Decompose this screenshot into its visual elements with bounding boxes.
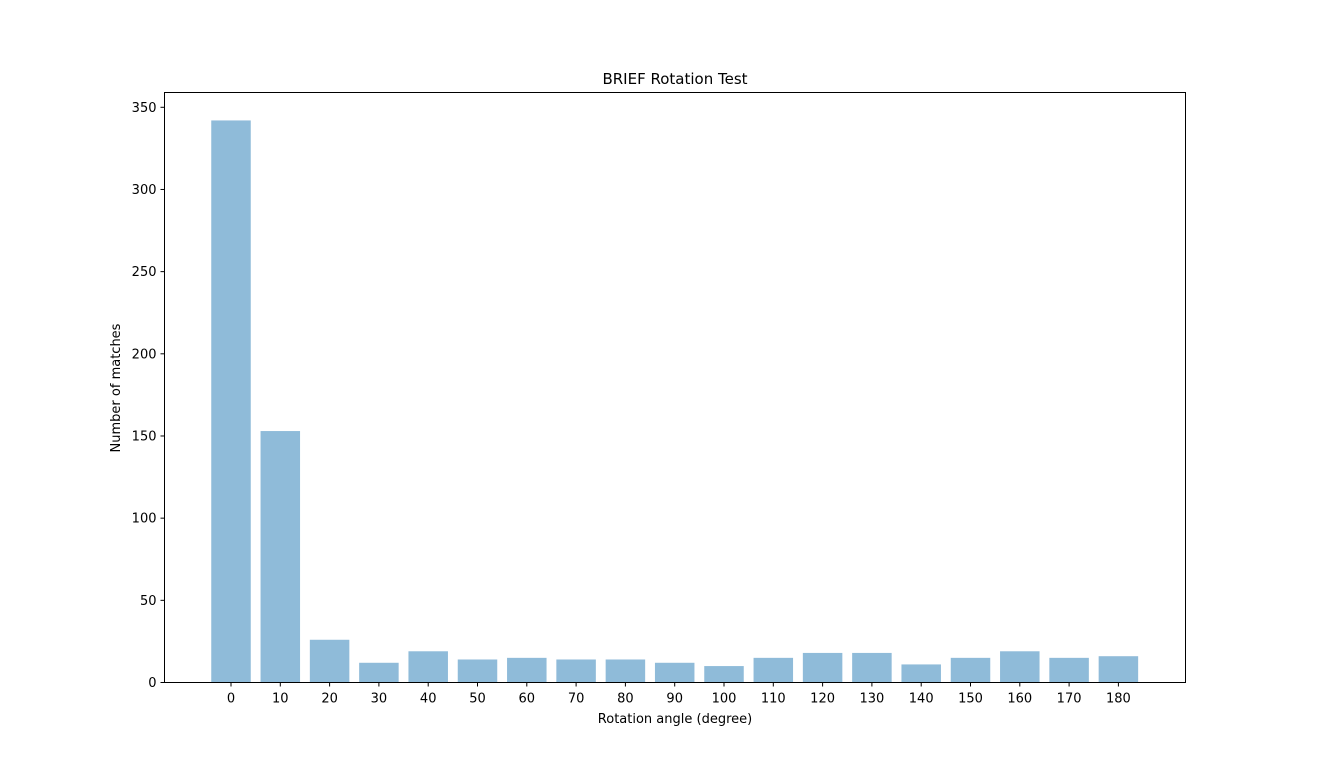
- plot-frame: [164, 92, 1186, 683]
- bar-150: [950, 657, 991, 683]
- y-tick-label-0: 0: [148, 676, 156, 691]
- x-tick-label-140: 140: [909, 692, 934, 707]
- bars-group: [211, 120, 1139, 683]
- x-tick-label-40: 40: [420, 692, 437, 707]
- x-tick-label-50: 50: [469, 692, 486, 707]
- bar-20: [309, 639, 350, 683]
- bar-0: [211, 120, 251, 683]
- bar-70: [556, 659, 596, 683]
- bar-160: [1000, 651, 1040, 683]
- bar-60: [507, 657, 547, 683]
- x-tick-label-160: 160: [1007, 692, 1032, 707]
- bar-90: [654, 662, 695, 683]
- y-tick-label-350: 350: [132, 101, 157, 116]
- x-tick-label-60: 60: [519, 692, 536, 707]
- x-tick-label-70: 70: [568, 692, 585, 707]
- bar-80: [605, 659, 646, 683]
- y-tick-label-200: 200: [132, 347, 157, 362]
- x-tick-label-20: 20: [321, 692, 338, 707]
- x-tick-label-80: 80: [617, 692, 634, 707]
- bar-30: [359, 662, 399, 683]
- chart-title: BRIEF Rotation Test: [602, 70, 747, 88]
- x-axis: 0 10 20 30 40 50 60 70 80 90 100 110 120 130 140 150 160…: [227, 682, 1131, 707]
- x-tick-label-30: 30: [371, 692, 388, 707]
- bar-100: [704, 666, 744, 683]
- x-tick-label-170: 170: [1057, 692, 1082, 707]
- bar-140: [901, 664, 941, 683]
- x-axis-label: Rotation angle (degree): [598, 712, 752, 727]
- bar-170: [1049, 657, 1089, 683]
- y-axis: 0 50 100 150 200 250 300 350: [132, 101, 165, 691]
- bar-10: [260, 431, 301, 683]
- x-tick-label-150: 150: [958, 692, 983, 707]
- x-tick-label-120: 120: [810, 692, 835, 707]
- y-tick-label-250: 250: [132, 265, 157, 280]
- x-tick-label-130: 130: [859, 692, 884, 707]
- bar-50: [457, 659, 498, 683]
- y-tick-label-50: 50: [140, 594, 157, 609]
- x-tick-label-0: 0: [227, 692, 235, 707]
- bar-130: [852, 652, 892, 683]
- x-tick-label-110: 110: [761, 692, 786, 707]
- y-tick-label-100: 100: [132, 512, 157, 527]
- x-tick-label-100: 100: [712, 692, 737, 707]
- y-axis-label: Number of matches: [109, 323, 124, 452]
- x-tick-label-180: 180: [1106, 692, 1131, 707]
- bar-120: [802, 652, 843, 683]
- x-tick-label-10: 10: [272, 692, 289, 707]
- bar-180: [1098, 656, 1139, 683]
- bar-40: [408, 651, 448, 683]
- bar-110: [753, 657, 794, 683]
- y-tick-label-300: 300: [132, 183, 157, 198]
- x-tick-label-90: 90: [666, 692, 683, 707]
- y-tick-label-150: 150: [132, 429, 157, 444]
